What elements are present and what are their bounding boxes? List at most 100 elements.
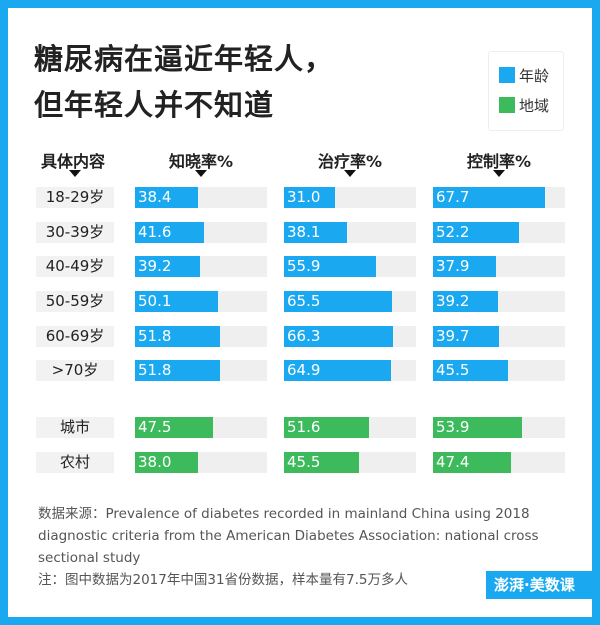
- bar-track: 41.6: [135, 222, 267, 243]
- bar-track: 51.6: [284, 417, 416, 438]
- bar: [433, 291, 498, 312]
- legend: 年龄 地域: [488, 51, 564, 131]
- data-label: 37.9: [436, 257, 470, 275]
- bar: [433, 417, 522, 438]
- data-label: 39.2: [436, 292, 470, 310]
- bar-track: 39.2: [135, 256, 267, 277]
- legend-label: 年龄: [519, 66, 550, 85]
- header-arrow-icon: [344, 170, 356, 177]
- bar: [135, 187, 199, 208]
- bar: [433, 187, 545, 208]
- row-label: 18-29岁: [36, 187, 114, 208]
- bar-track: 45.5: [284, 452, 416, 473]
- data-label: 38.0: [138, 453, 172, 471]
- data-label: 55.9: [287, 257, 321, 275]
- bar-track: 31.0: [284, 187, 416, 208]
- data-label: 53.9: [436, 418, 470, 436]
- bar: [433, 360, 509, 381]
- data-label: 45.5: [436, 361, 470, 379]
- bar: [135, 417, 214, 438]
- bar-track: 53.9: [433, 417, 565, 438]
- bar-track: 39.2: [433, 291, 565, 312]
- logo: 澎湃·美数课: [486, 571, 600, 599]
- title-line-1: 糖尿病在逼近年轻人，: [34, 42, 335, 76]
- column-header: 治疗率%: [317, 152, 383, 171]
- bar: [135, 452, 198, 473]
- bar-track: 45.5: [433, 360, 565, 381]
- bar-track: 65.5: [284, 291, 416, 312]
- legend-label: 地域: [519, 96, 550, 115]
- bar-track: 51.8: [135, 360, 267, 381]
- header-arrow-icon: [493, 170, 505, 177]
- bar: [135, 256, 200, 277]
- data-label: 51.8: [138, 327, 172, 345]
- bar-track: 47.5: [135, 417, 267, 438]
- bar: [135, 360, 221, 381]
- bar: [433, 222, 520, 243]
- row-label: 40-49岁: [36, 256, 114, 277]
- bar-track: 55.9: [284, 256, 416, 277]
- data-label: 67.7: [436, 188, 470, 206]
- bar-track: 64.9: [284, 360, 416, 381]
- bar-track: 38.4: [135, 187, 267, 208]
- header-arrow-icon: [195, 170, 207, 177]
- legend-swatch: [499, 97, 515, 113]
- data-label: 47.5: [138, 418, 172, 436]
- data-label: 51.8: [138, 361, 172, 379]
- data-label: 41.6: [138, 223, 172, 241]
- bar: [433, 452, 512, 473]
- bar: [284, 222, 347, 243]
- data-label: 47.4: [436, 453, 470, 471]
- bar: [135, 291, 218, 312]
- bar-track: 47.4: [433, 452, 565, 473]
- bar-track: 67.7: [433, 187, 565, 208]
- data-label: 38.4: [138, 188, 172, 206]
- chart-title: 糖尿病在逼近年轻人， 但年轻人并不知道: [34, 36, 334, 128]
- source-text: 数据来源：Prevalence of diabetes recorded in …: [38, 503, 558, 591]
- bar: [284, 256, 377, 277]
- row-label: 农村: [36, 452, 114, 473]
- row-header: 具体内容: [40, 152, 105, 171]
- column-header: 控制率%: [466, 152, 532, 171]
- card: [8, 8, 592, 617]
- data-label: 51.6: [287, 418, 321, 436]
- row-label: 30-39岁: [36, 222, 114, 243]
- bar-track: 37.9: [433, 256, 565, 277]
- row-label: 50-59岁: [36, 291, 114, 312]
- bar-track: 38.0: [135, 452, 267, 473]
- title-line-2: 但年轻人并不知道: [34, 88, 275, 122]
- bar: [284, 360, 392, 381]
- note: 注：图中数据为2017年中国31省份数据，样本量有7.5万多人: [38, 572, 409, 588]
- bar: [284, 291, 393, 312]
- bar: [135, 222, 204, 243]
- bar-track: 50.1: [135, 291, 267, 312]
- row-label: >70岁: [36, 360, 114, 381]
- data-label: 66.3: [287, 327, 321, 345]
- data-label: 64.9: [287, 361, 321, 379]
- row-label: 城市: [36, 417, 114, 438]
- header-arrow-icon: [69, 170, 81, 177]
- data-label: 38.1: [287, 223, 321, 241]
- data-label: 31.0: [287, 188, 321, 206]
- bar: [135, 326, 221, 347]
- bar-track: 39.7: [433, 326, 565, 347]
- bar-track: 38.1: [284, 222, 416, 243]
- bar: [284, 452, 360, 473]
- bar-track: 51.8: [135, 326, 267, 347]
- data-label: 50.1: [138, 292, 172, 310]
- legend-item-age: 年龄: [499, 60, 553, 90]
- bar-track: 52.2: [433, 222, 565, 243]
- legend-swatch: [499, 67, 515, 83]
- bar: [433, 326, 499, 347]
- legend-item-region: 地域: [499, 90, 553, 120]
- column-header: 知晓率%: [168, 152, 234, 171]
- data-label: 45.5: [287, 453, 321, 471]
- data-label: 52.2: [436, 223, 470, 241]
- data-label: 39.2: [138, 257, 172, 275]
- bar: [284, 187, 336, 208]
- bar: [284, 326, 394, 347]
- bar: [433, 256, 496, 277]
- row-label: 60-69岁: [36, 326, 114, 347]
- data-label: 39.7: [436, 327, 470, 345]
- source: 数据来源：Prevalence of diabetes recorded in …: [38, 506, 539, 566]
